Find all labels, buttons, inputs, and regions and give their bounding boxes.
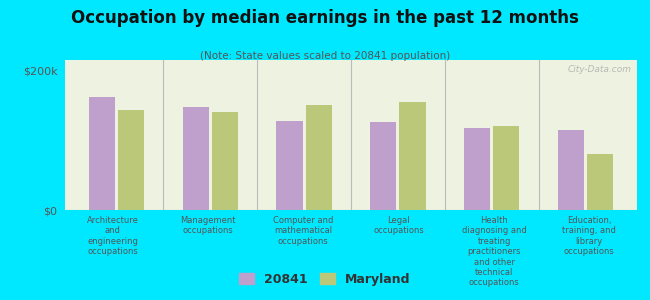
Text: (Note: State values scaled to 20841 population): (Note: State values scaled to 20841 popu… (200, 51, 450, 61)
Bar (464, 128, 490, 210)
Bar (276, 121, 303, 210)
Bar (399, 102, 426, 210)
Bar (212, 112, 238, 210)
Text: Management
occupations: Management occupations (180, 216, 236, 236)
Text: Health
diagnosing and
treating
practitioners
and other
technical
occupations: Health diagnosing and treating practitio… (462, 216, 526, 287)
Text: Architecture
and
engineering
occupations: Architecture and engineering occupations (86, 216, 138, 256)
Bar (89, 97, 115, 210)
Legend: 20841, Maryland: 20841, Maryland (234, 268, 416, 291)
Bar (493, 126, 519, 210)
Bar (587, 154, 613, 210)
Text: City-Data.com: City-Data.com (567, 64, 631, 74)
Text: Computer and
mathematical
occupations: Computer and mathematical occupations (273, 216, 333, 246)
Bar (183, 107, 209, 210)
Bar (558, 130, 584, 210)
Bar (370, 122, 396, 210)
Bar (118, 110, 144, 210)
Text: Occupation by median earnings in the past 12 months: Occupation by median earnings in the pas… (71, 9, 579, 27)
Text: Education,
training, and
library
occupations: Education, training, and library occupat… (562, 216, 616, 256)
Bar (306, 105, 332, 210)
Text: Legal
occupations: Legal occupations (373, 216, 424, 236)
